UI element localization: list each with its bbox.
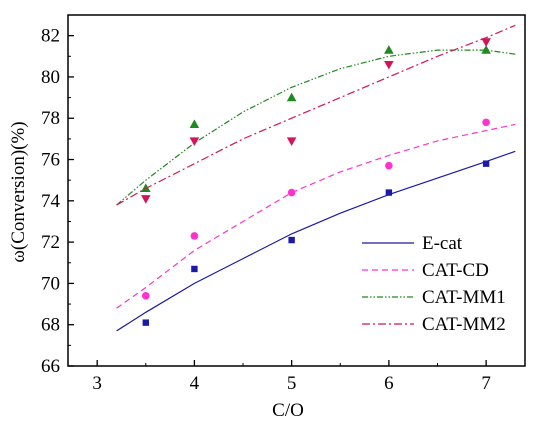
data-point-cat-mm2 — [384, 60, 394, 70]
legend-label-cat-mm1: CAT-MM1 — [422, 287, 506, 308]
x-tick-label: 4 — [190, 373, 200, 394]
legend-label-cat-cd: CAT-CD — [422, 260, 489, 281]
data-point-cat-mm1 — [481, 45, 491, 54]
y-tick-label: 76 — [41, 150, 60, 171]
data-point-e-cat — [288, 236, 295, 244]
x-tick-label: 6 — [384, 373, 394, 394]
legend-label-cat-mm2: CAT-MM2 — [422, 314, 506, 335]
data-point-cat-mm2 — [140, 195, 151, 204]
axes: 3 4 5 6 7 66 68 70 72 74 76 78 80 82 — [41, 14, 526, 394]
y-tick-label: 78 — [41, 108, 60, 129]
y-tick-label: 66 — [41, 356, 60, 377]
data-point-cat-cd — [190, 232, 199, 240]
y-tick-label: 70 — [41, 273, 60, 294]
data-point-cat-cd — [141, 292, 150, 300]
legend-label-e-cat: E-cat — [422, 233, 463, 254]
y-axis-title: ω(Conversion)(%) — [8, 121, 29, 262]
x-tick-label: 7 — [481, 373, 491, 394]
data-point-cat-mm2 — [286, 137, 297, 146]
data-point-e-cat — [385, 189, 393, 196]
x-tick-label: 3 — [92, 373, 102, 394]
data-point-cat-mm1 — [189, 119, 200, 129]
data-point-e-cat — [191, 265, 198, 273]
fit-line-cat-mm1 — [116, 49, 516, 206]
legend: E-cat CAT-CD CAT-MM1 CAT-MM2 — [362, 233, 506, 335]
data-point-cat-mm2 — [481, 38, 491, 47]
data-point-cat-cd — [482, 118, 490, 127]
data-point-cat-mm1 — [384, 45, 394, 54]
fit-line-e-cat — [116, 150, 516, 332]
plot-frame — [67, 14, 526, 367]
plot-area — [116, 24, 516, 332]
data-point-e-cat — [482, 160, 490, 167]
fit-line-cat-mm2 — [116, 24, 516, 206]
data-point-e-cat — [142, 319, 149, 326]
data-point-cat-mm2 — [189, 137, 200, 146]
y-tick-label: 68 — [41, 315, 60, 336]
data-point-cat-mm1 — [286, 92, 297, 102]
data-point-cat-cd — [385, 161, 393, 170]
data-point-cat-cd — [287, 188, 296, 197]
y-tick-label: 72 — [41, 232, 60, 253]
x-axis-title: C/O — [272, 400, 304, 421]
y-tick-label: 82 — [41, 26, 60, 47]
y-tick-label: 74 — [41, 191, 61, 212]
x-tick-label: 5 — [287, 373, 297, 394]
y-tick-label: 80 — [41, 67, 60, 88]
